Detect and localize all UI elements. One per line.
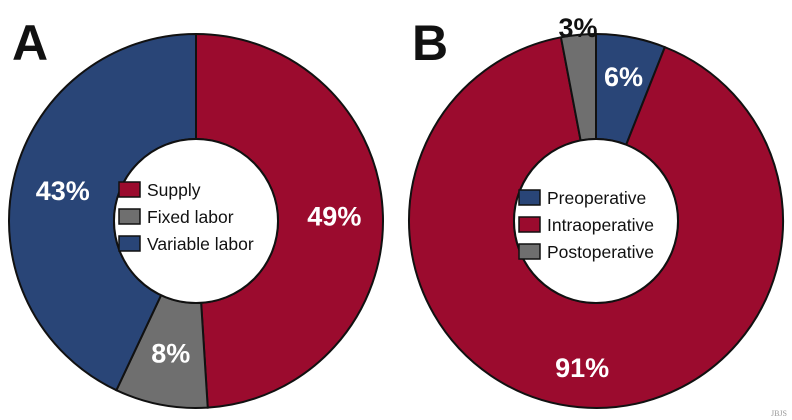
legend-label-postoperative: Postoperative: [547, 242, 654, 262]
donut-hole: [113, 138, 279, 304]
credit-text: JBJS: [771, 409, 787, 418]
legend-label-preoperative: Preoperative: [547, 188, 646, 208]
legend-swatch-postoperative: [518, 243, 541, 260]
donut-b-labels: 6% 91% 3%: [555, 13, 643, 383]
donut-hole: [513, 138, 679, 304]
panel-label-b: B: [412, 15, 448, 71]
donut-b-slices: [408, 32, 784, 409]
donut-a-slices: [8, 32, 384, 409]
data-label-postoperative: 3%: [558, 13, 597, 43]
data-label-intraoperative: 91%: [555, 353, 609, 383]
legend-swatch-fixed-labor: [118, 208, 141, 225]
legend-label-intraoperative: Intraoperative: [547, 215, 654, 235]
donut-a-legend: Supply Fixed labor Variable labor: [118, 180, 254, 254]
legend-swatch-variable-labor: [118, 235, 141, 252]
donut-chart-a: A 49% 8% 43% Supply Fixed labor Variable lab…: [8, 15, 384, 409]
data-label-preoperative: 6%: [604, 62, 643, 92]
legend-swatch-intraoperative: [518, 216, 541, 233]
legend-label-fixed-labor: Fixed labor: [147, 207, 234, 227]
legend-swatch-supply: [118, 181, 141, 198]
legend-label-supply: Supply: [147, 180, 201, 200]
legend-label-variable-labor: Variable labor: [147, 234, 254, 254]
donut-a-labels: 49% 8% 43%: [36, 176, 362, 368]
panel-label-a: A: [12, 15, 48, 71]
donut-chart-b: B 6% 91% 3% Preoperative Intraoperative Post…: [408, 13, 784, 409]
legend-swatch-preoperative: [518, 189, 541, 206]
data-label-fixed-labor: 8%: [151, 338, 190, 368]
donut-b-legend: Preoperative Intraoperative Postoperative: [518, 188, 654, 262]
data-label-supply: 49%: [307, 202, 361, 232]
data-label-variable-labor: 43%: [36, 176, 90, 206]
